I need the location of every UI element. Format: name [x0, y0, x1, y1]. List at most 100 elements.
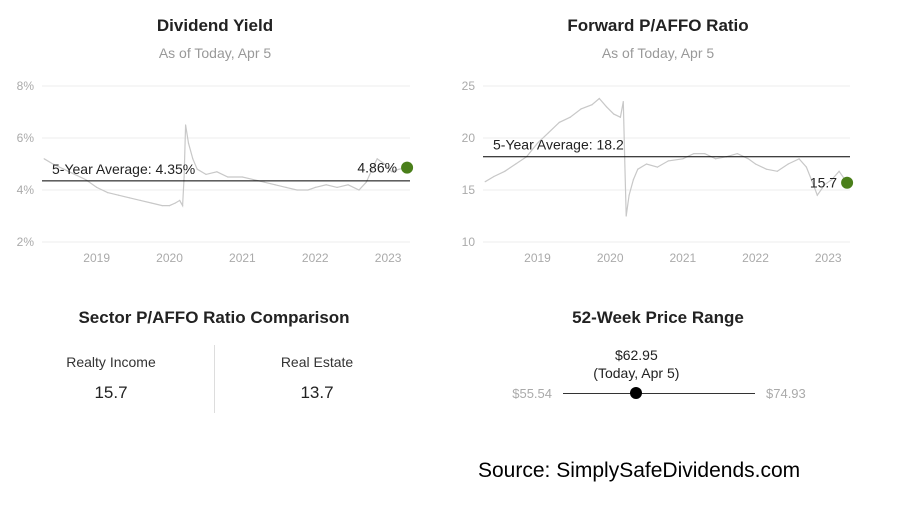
y-tick-label: 8%: [17, 79, 35, 93]
data-point: [682, 158, 684, 160]
source-attribution: Source: SimplySafeDividends.com: [478, 459, 801, 482]
data-point: [714, 158, 717, 160]
data-point: [43, 158, 45, 160]
dividend-yield-chart: 8% 6% 4% 2% 2019 2020 2021 2022 2023 5-Year Avera…: [17, 79, 414, 265]
average-label: 5-Year Average: 4.35%: [52, 161, 195, 177]
average-label: 5-Year Average: 18.2: [493, 137, 624, 153]
range-current-note: (Today, Apr 5): [593, 365, 680, 381]
comparison-divider: [214, 345, 215, 413]
current-value-dot: [401, 161, 414, 174]
data-point: [569, 116, 571, 118]
range-current-price: $62.95: [614, 347, 658, 363]
sector-comparison-table: Realty Income 15.7 Real Estate 13.7: [0, 345, 430, 415]
data-point: [693, 153, 695, 155]
data-point: [196, 168, 198, 170]
y-tick-label: 4%: [17, 183, 35, 197]
data-point: [376, 158, 378, 160]
x-tick-label: 2023: [375, 251, 402, 265]
dividend-yield-title: Dividend Yield: [156, 16, 274, 35]
data-point: [307, 189, 309, 191]
data-point: [85, 179, 87, 181]
range-track: [563, 393, 755, 394]
y-tick-label: 6%: [17, 131, 35, 145]
data-point: [96, 186, 98, 188]
y-tick-label: 20: [462, 131, 476, 145]
data-point: [296, 189, 298, 191]
data-point: [106, 192, 109, 194]
data-point: [493, 175, 495, 178]
data-point: [580, 108, 582, 110]
data-point: [227, 176, 229, 178]
data-point: [347, 184, 349, 186]
data-point: [632, 179, 635, 181]
x-tick-label: 2019: [83, 251, 110, 265]
x-tick-label: 2022: [742, 251, 769, 265]
range-high-label: $74.93: [766, 386, 806, 401]
x-tick-label: 2021: [669, 251, 696, 265]
data-point: [314, 186, 316, 188]
data-point: [637, 168, 639, 170]
current-value-label: 4.86%: [357, 160, 397, 176]
data-point: [776, 170, 778, 172]
data-point: [365, 181, 367, 183]
data-point: [811, 181, 813, 183]
data-point: [128, 197, 131, 199]
data-point: [383, 163, 386, 165]
data-point: [74, 173, 76, 175]
data-point: [613, 113, 615, 115]
range-current-marker: [630, 387, 643, 399]
data-point: [274, 184, 276, 186]
price-range-title: 52-Week Price Range: [572, 308, 744, 327]
sector-comparison-title: Sector P/AFFO Ratio Comparison: [78, 308, 350, 327]
data-point: [667, 160, 669, 162]
x-tick-label: 2020: [156, 251, 183, 265]
data-point: [736, 153, 738, 155]
data-point: [161, 205, 163, 207]
data-point: [205, 173, 207, 175]
data-point: [398, 168, 400, 170]
data-point: [336, 186, 338, 188]
data-point: [174, 202, 176, 204]
data-point: [628, 194, 630, 196]
data-point: [192, 158, 194, 160]
data-point: [831, 179, 833, 181]
y-tick-label: 10: [462, 235, 476, 249]
data-point: [754, 163, 757, 165]
data-point: [285, 186, 287, 188]
data-point: [645, 163, 648, 165]
comparison-value: 15.7: [94, 383, 128, 402]
y-tick-label: 2%: [17, 235, 35, 249]
data-point: [805, 166, 807, 168]
data-point: [704, 153, 706, 155]
data-point: [391, 171, 393, 173]
data-point: [798, 158, 800, 160]
data-point: [168, 205, 171, 207]
data-point: [838, 170, 840, 172]
data-point: [558, 121, 560, 123]
data-point: [504, 170, 506, 172]
data-point: [536, 142, 539, 144]
data-point: [117, 194, 120, 196]
data-point: [547, 132, 550, 134]
data-point: [605, 106, 608, 108]
comparison-name: Realty Income: [66, 354, 156, 370]
range-low-label: $55.54: [512, 386, 552, 401]
current-value-label: 15.7: [810, 175, 837, 191]
data-point: [179, 199, 181, 201]
data-point: [591, 104, 593, 106]
data-point: [358, 189, 360, 191]
data-point: [139, 199, 141, 201]
forward-p-affo-subtitle: As of Today, Apr 5: [601, 45, 715, 61]
x-tick-label: 2020: [597, 251, 624, 265]
dividend-yield-subtitle: As of Today, Apr 5: [158, 45, 272, 61]
data-point: [515, 163, 517, 165]
data-point: [63, 168, 65, 170]
x-tick-label: 2023: [815, 251, 842, 265]
x-tick-label: 2022: [302, 251, 329, 265]
data-point: [619, 116, 621, 118]
data-point: [52, 163, 54, 165]
data-point: [241, 176, 243, 178]
forward-p-affo-title: Forward P/AFFO Ratio: [567, 16, 749, 35]
data-point: [787, 163, 789, 165]
data-point: [816, 194, 818, 196]
